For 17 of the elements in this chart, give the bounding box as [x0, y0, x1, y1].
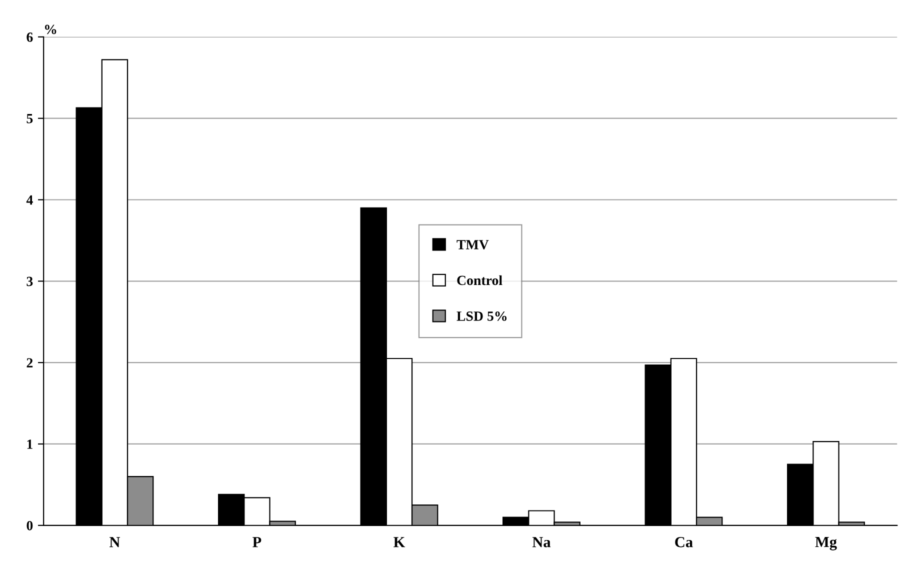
y-tick-label: 0 [26, 520, 33, 530]
y-tick-label: 2 [26, 358, 33, 368]
legend-label: TMV [456, 240, 489, 250]
x-tick-label: Ca [675, 536, 693, 548]
x-tick-label: N [109, 537, 120, 548]
y-tick-label: 3 [26, 276, 33, 286]
x-tick-label: Mg [815, 536, 837, 550]
y-tick-label: 1 [27, 440, 32, 449]
x-tick-label: P [252, 537, 262, 548]
x-tick-label: Na [532, 537, 551, 548]
legend-label: Control [457, 275, 502, 286]
y-tick-label: 6 [26, 32, 33, 42]
y-axis-title: % [45, 24, 56, 34]
y-tick-label: 4 [26, 195, 33, 205]
x-tick-label: K [394, 537, 406, 548]
legend-label: LSD 5% [456, 311, 507, 321]
y-tick-label: 5 [26, 114, 33, 124]
